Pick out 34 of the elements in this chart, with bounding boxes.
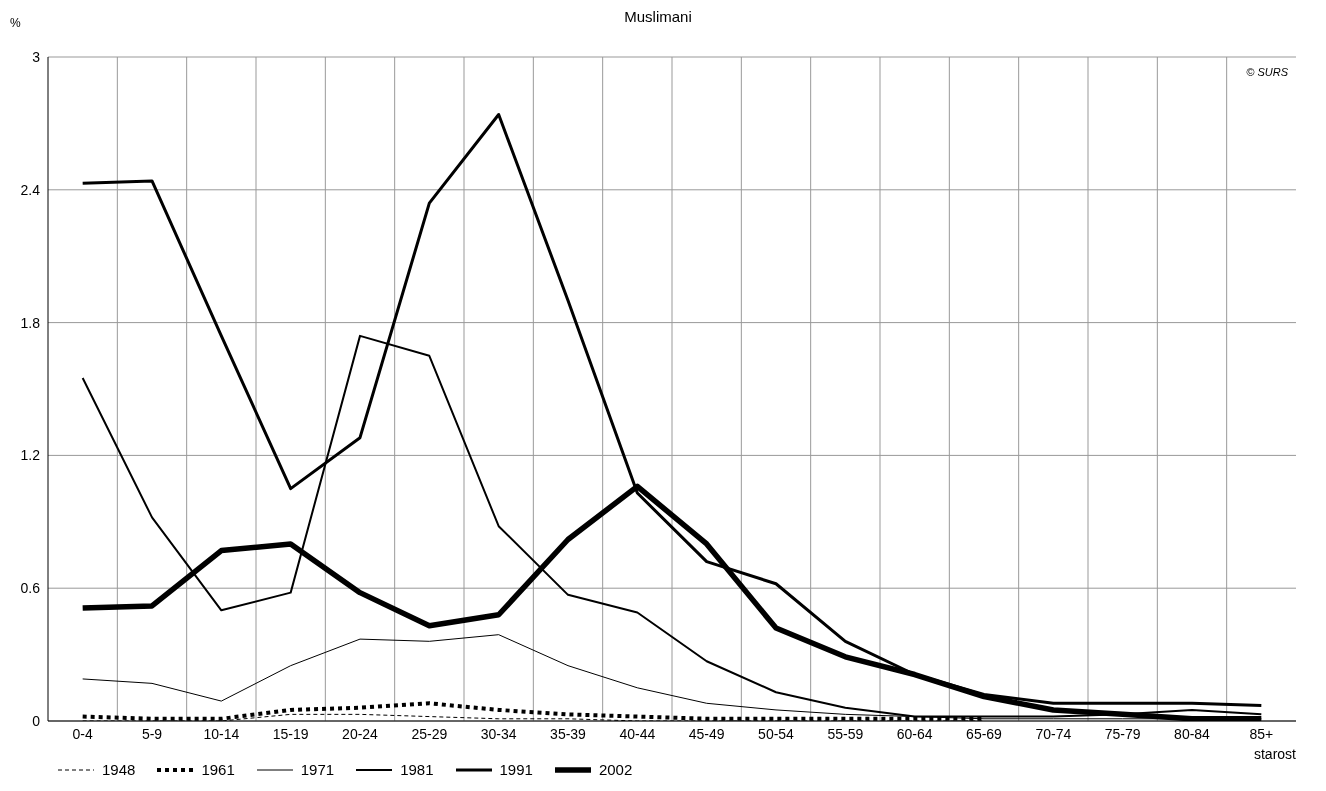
- x-axis-title: starost: [1253, 746, 1296, 762]
- chart-title: Muslimani: [624, 8, 692, 25]
- y-tick-label: 3: [32, 48, 41, 65]
- y-axis-title: %: [10, 16, 21, 30]
- x-tick-label: 15-19: [272, 725, 309, 742]
- x-tick-label: 30-34: [480, 725, 517, 742]
- x-tick-label: 50-54: [758, 725, 795, 742]
- x-tick-label: 60-64: [896, 725, 933, 742]
- x-tick-label: 10-14: [203, 725, 240, 742]
- x-tick-label: 0-4: [72, 725, 93, 742]
- y-tick-label: 1.8: [20, 314, 41, 331]
- x-tick-label: 75-79: [1104, 725, 1141, 742]
- x-tick-label: 25-29: [411, 725, 448, 742]
- legend-label: 2002: [598, 761, 633, 778]
- x-tick-label: 45-49: [688, 725, 725, 742]
- x-tick-label: 35-39: [550, 725, 587, 742]
- y-tick-label: 2.4: [20, 181, 41, 198]
- legend-label: 1991: [499, 761, 533, 778]
- x-tick-label: 5-9: [141, 725, 163, 742]
- y-tick-label: 1.2: [20, 447, 41, 464]
- x-tick-label: 40-44: [619, 725, 656, 742]
- legend-label: 1981: [400, 761, 434, 778]
- x-tick-label: 55-59: [827, 725, 864, 742]
- annotation: © SURS: [1246, 66, 1288, 78]
- legend-label: 1948: [102, 761, 136, 778]
- legend-label: 1971: [300, 761, 335, 778]
- x-tick-label: 65-69: [966, 725, 1003, 742]
- legend-label: 1961: [201, 761, 235, 778]
- x-tick-label: 20-24: [342, 725, 379, 742]
- y-tick-label: 0.6: [20, 580, 41, 597]
- x-tick-label: 70-74: [1035, 725, 1072, 742]
- y-tick-label: 0: [32, 712, 41, 729]
- x-tick-label: 85+: [1249, 725, 1274, 742]
- x-tick-label: 80-84: [1174, 725, 1211, 742]
